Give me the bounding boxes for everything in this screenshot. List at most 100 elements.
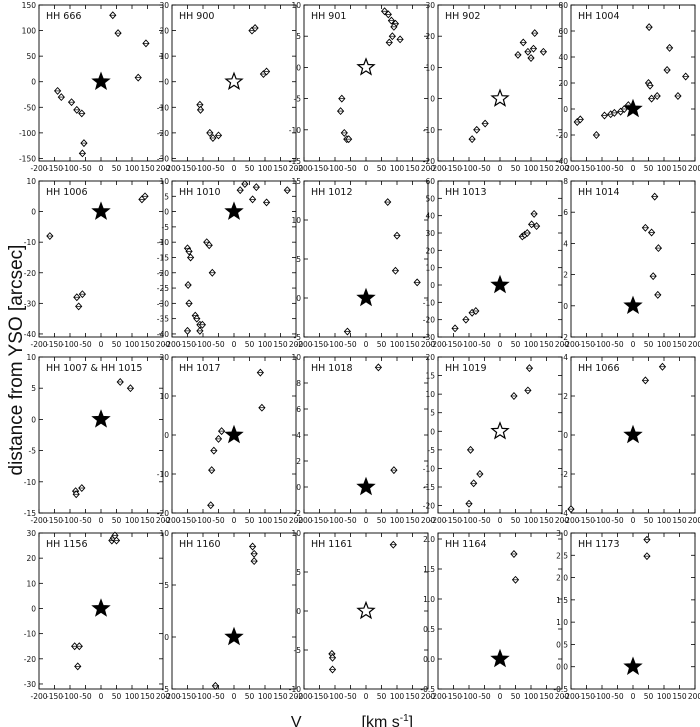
- x-tick-label: -100: [326, 692, 343, 701]
- panel-grid: -200-150-100 -50 0 50 100 150 200-150-100-5005…: [19, 1, 700, 701]
- y-tick-label: 1.5: [556, 596, 568, 605]
- y-tick-label: 5: [296, 255, 301, 264]
- y-tick-label: 40: [558, 53, 568, 62]
- plot-frame: [38, 356, 164, 514]
- x-tick-label: -150: [46, 692, 63, 701]
- x-tick-label: 100: [524, 164, 539, 173]
- x-tick-label: -150: [179, 164, 196, 173]
- y-tick-label: 0: [563, 105, 568, 114]
- panel-title: HH 1007 & HH 1015: [46, 363, 142, 374]
- y-tick-label: 4: [296, 431, 301, 440]
- x-tick-label: -100: [326, 164, 343, 173]
- x-tick-label: 50: [644, 340, 654, 349]
- x-tick-label: 50: [644, 516, 654, 525]
- x-tick-label: 200: [289, 164, 304, 173]
- y-tick-label: 1.0: [423, 595, 435, 604]
- x-axis-label-units: [km s: [362, 714, 400, 727]
- x-tick-label: -50: [478, 692, 490, 701]
- y-tick-label: -10: [24, 478, 36, 487]
- y-tick-label: -30: [157, 299, 169, 308]
- x-tick-label: 50: [112, 692, 122, 701]
- y-tick-label: -4: [561, 509, 569, 518]
- panel-title: HH 1156: [46, 539, 87, 550]
- yso-star: [91, 201, 111, 220]
- x-tick-label: 100: [657, 516, 672, 525]
- y-tick-label: -10: [157, 470, 169, 479]
- panel-title: HH 1010: [179, 187, 220, 198]
- panel-title: HH 1066: [578, 363, 619, 374]
- x-tick-label: -50: [79, 164, 91, 173]
- x-tick-label: -100: [593, 164, 610, 173]
- panel-title: HH 1014: [578, 187, 619, 198]
- x-tick-label: 200: [421, 340, 436, 349]
- y-tick-label: -40: [556, 157, 568, 166]
- y-tick-label: 5: [296, 32, 301, 41]
- y-tick-label: 5: [31, 384, 36, 393]
- plot-frame: [171, 532, 297, 690]
- y-tick-label: 2.0: [556, 574, 568, 583]
- yso-star: [356, 287, 376, 307]
- x-tick-label: 50: [377, 692, 387, 701]
- x-tick-label: 150: [539, 692, 554, 701]
- y-tick-label: 1.0: [556, 618, 568, 627]
- panel-title: HH 901: [311, 11, 346, 22]
- x-tick-label: 100: [657, 692, 672, 701]
- x-tick-label: 100: [125, 516, 140, 525]
- x-tick-label: 0: [232, 692, 237, 701]
- y-tick-label: 6: [563, 208, 568, 217]
- x-tick-label: 50: [245, 340, 255, 349]
- y-tick-label: 10: [291, 353, 301, 362]
- x-tick-label: 100: [125, 340, 140, 349]
- y-tick-label: 10: [425, 264, 435, 273]
- y-tick-label: 30: [26, 529, 36, 538]
- y-tick-label: -10: [423, 126, 435, 135]
- y-tick-label: -100: [19, 129, 36, 138]
- x-tick-label: 100: [390, 692, 405, 701]
- yso-star: [224, 201, 244, 220]
- x-tick-label: 100: [390, 164, 405, 173]
- y-tick-label: 20: [558, 79, 568, 88]
- x-tick-label: 150: [273, 516, 288, 525]
- yso-star: [623, 295, 643, 315]
- x-tick-label: 50: [644, 692, 654, 701]
- y-tick-label: -20: [423, 502, 435, 511]
- x-tick-label: -100: [460, 164, 477, 173]
- y-tick-label: 0: [563, 431, 568, 440]
- x-tick-label: 200: [421, 516, 436, 525]
- panel-hh-1156: -200-150-100 -50 0 50 100 150 200-30-20-100102…: [24, 529, 171, 701]
- yso-star: [224, 626, 244, 646]
- x-tick-label: 200: [289, 340, 304, 349]
- x-tick-label: 150: [539, 164, 554, 173]
- y-tick-label: 20: [159, 27, 169, 36]
- y-tick-label: 30: [159, 1, 169, 10]
- x-tick-label: 200: [289, 516, 304, 525]
- y-tick-label: 0: [296, 63, 301, 72]
- panel-hh-1007-hh-1015: -200-150-100 -50 0 50 100 150 200-15-10-50510H…: [24, 353, 171, 525]
- y-tick-label: 10: [159, 177, 169, 186]
- x-tick-label: -50: [212, 692, 224, 701]
- y-tick-label: 20: [425, 246, 435, 255]
- y-tick-label: -2: [561, 470, 569, 479]
- y-tick-label: -2: [561, 333, 569, 342]
- y-tick-label: -25: [157, 284, 169, 293]
- y-tick-label: -10: [423, 298, 435, 307]
- y-tick-label: -20: [423, 157, 435, 166]
- x-tick-label: 0: [364, 692, 369, 701]
- x-tick-label: -100: [194, 164, 211, 173]
- x-tick-label: -50: [344, 692, 356, 701]
- x-tick-label: -100: [194, 516, 211, 525]
- x-tick-label: -200: [295, 164, 312, 173]
- y-tick-label: 2.5: [556, 551, 568, 560]
- y-tick-label: 0.0: [423, 655, 435, 664]
- x-tick-label: -50: [212, 340, 224, 349]
- x-tick-label: -150: [578, 692, 595, 701]
- panel-hh-666: -200-150-100 -50 0 50 100 150 200-150-100-5005…: [19, 1, 170, 173]
- x-tick-label: 100: [258, 164, 273, 173]
- x-tick-label: -200: [30, 164, 47, 173]
- x-tick-label: -100: [61, 516, 78, 525]
- panel-hh-1013: -200-150-100 -50 0 50 100 150 200-30-20-100102…: [423, 177, 570, 349]
- x-tick-label: -150: [311, 692, 328, 701]
- x-tick-label: -150: [311, 516, 328, 525]
- x-axis-label: V [km s-1]: [291, 713, 413, 727]
